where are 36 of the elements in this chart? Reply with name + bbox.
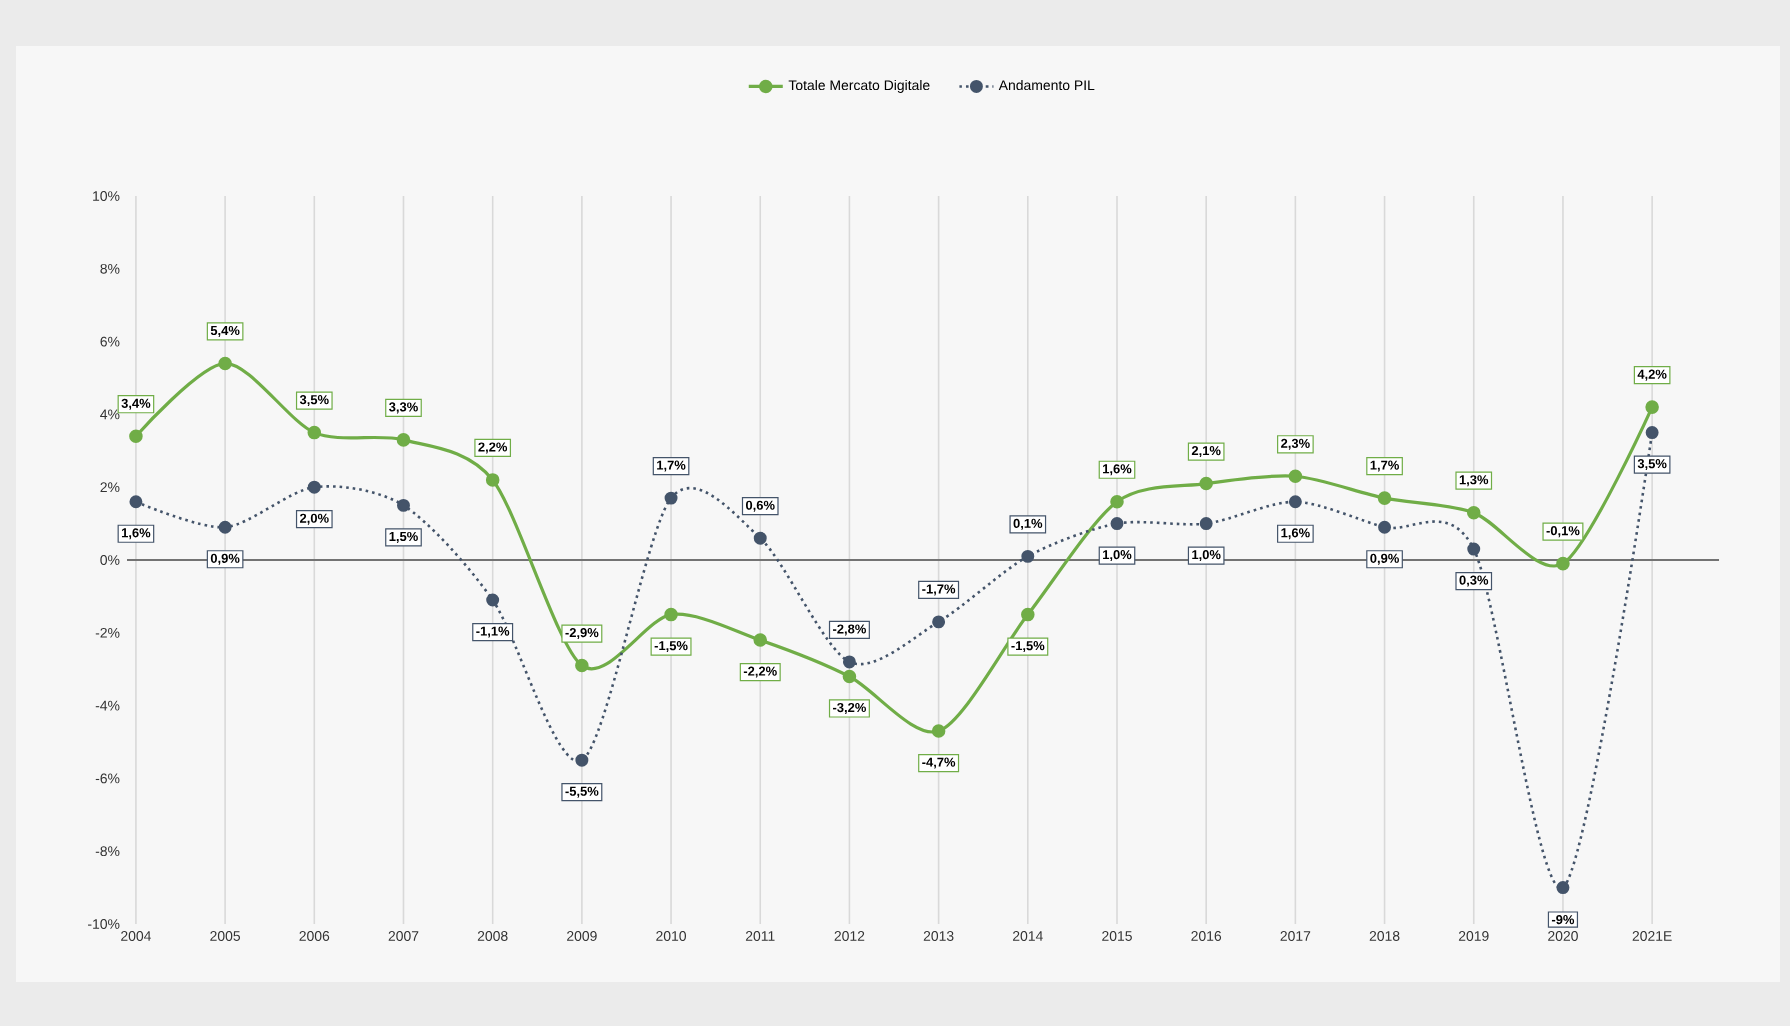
- point: [842, 655, 856, 669]
- point: [575, 658, 589, 673]
- point: [1288, 495, 1302, 509]
- point: [842, 669, 857, 684]
- point: [932, 615, 946, 629]
- point: [575, 753, 589, 767]
- point: [307, 425, 322, 440]
- point: [931, 724, 946, 738]
- point: [1199, 476, 1213, 491]
- point: [1110, 517, 1124, 531]
- point: [1378, 520, 1392, 534]
- point: [1645, 400, 1659, 414]
- point: [129, 495, 143, 509]
- point: [1021, 607, 1035, 622]
- point: [1377, 491, 1392, 505]
- point: [218, 356, 232, 371]
- point: [218, 520, 232, 534]
- point: [1467, 542, 1481, 556]
- point: [1199, 517, 1213, 531]
- point: [396, 433, 411, 447]
- point: [397, 498, 410, 512]
- point: [1556, 556, 1570, 571]
- point: [129, 429, 143, 444]
- point: [307, 480, 321, 494]
- point: [664, 491, 678, 505]
- point: [1645, 426, 1659, 440]
- point: [1288, 469, 1303, 484]
- point: [486, 593, 500, 607]
- point: [1021, 549, 1035, 563]
- point: [485, 473, 500, 487]
- point: [664, 607, 678, 622]
- point: [1466, 505, 1481, 520]
- point: [1556, 881, 1570, 895]
- point: [753, 531, 767, 545]
- point: [1110, 494, 1124, 509]
- point: [753, 633, 768, 647]
